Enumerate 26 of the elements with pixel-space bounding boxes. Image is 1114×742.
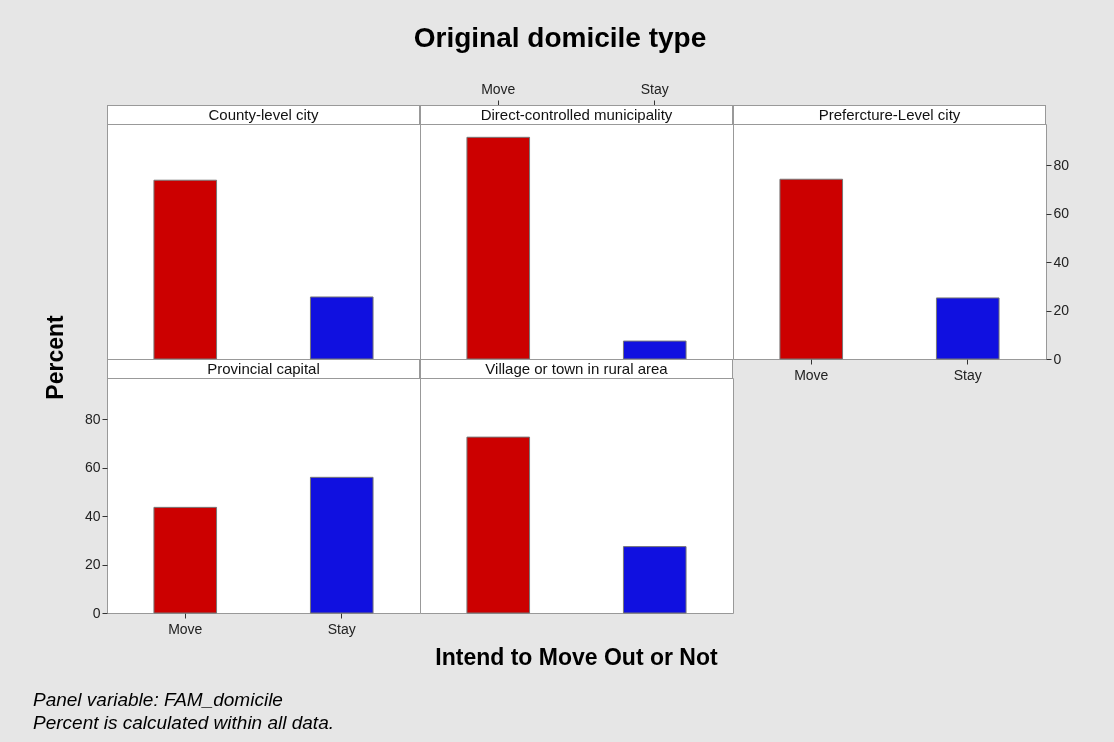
y-tick-label: 60 bbox=[1053, 205, 1070, 222]
x-tick-label: Move bbox=[168, 620, 203, 637]
chart-title: Provincial capital bbox=[107, 359, 420, 379]
x-tick-label: Move bbox=[481, 80, 516, 97]
text: Panel variable: FAM_domicile bbox=[33, 689, 283, 711]
y-tick-label: 60 bbox=[84, 459, 101, 476]
y-tick-label: 20 bbox=[84, 556, 101, 573]
chart-title: County-level city bbox=[107, 105, 420, 125]
text: Percent is calculated within all data. bbox=[33, 712, 334, 734]
x-tick-label: Move bbox=[794, 366, 829, 383]
chart-title: Village or town in rural area bbox=[420, 359, 733, 379]
text: Percent bbox=[41, 314, 69, 402]
y-tick-label: 0 bbox=[1053, 350, 1062, 367]
chart-title: Direct-controlled municipality bbox=[420, 105, 733, 125]
text: Intend to Move Out or Not bbox=[434, 644, 719, 671]
y-tick-label: 20 bbox=[1053, 302, 1070, 319]
y-tick-label: 80 bbox=[1053, 156, 1070, 173]
x-tick-label: Stay bbox=[327, 620, 356, 637]
x-tick-label: Stay bbox=[640, 80, 669, 97]
chart-title: Prefercture-Level city bbox=[733, 105, 1046, 125]
y-tick-label: 40 bbox=[84, 507, 101, 524]
y-tick-label: 40 bbox=[1053, 253, 1070, 270]
text: Original domicile type bbox=[412, 22, 708, 54]
y-tick-label: 80 bbox=[84, 410, 101, 427]
x-tick-label: Stay bbox=[953, 366, 982, 383]
y-tick-label: 0 bbox=[92, 604, 101, 621]
